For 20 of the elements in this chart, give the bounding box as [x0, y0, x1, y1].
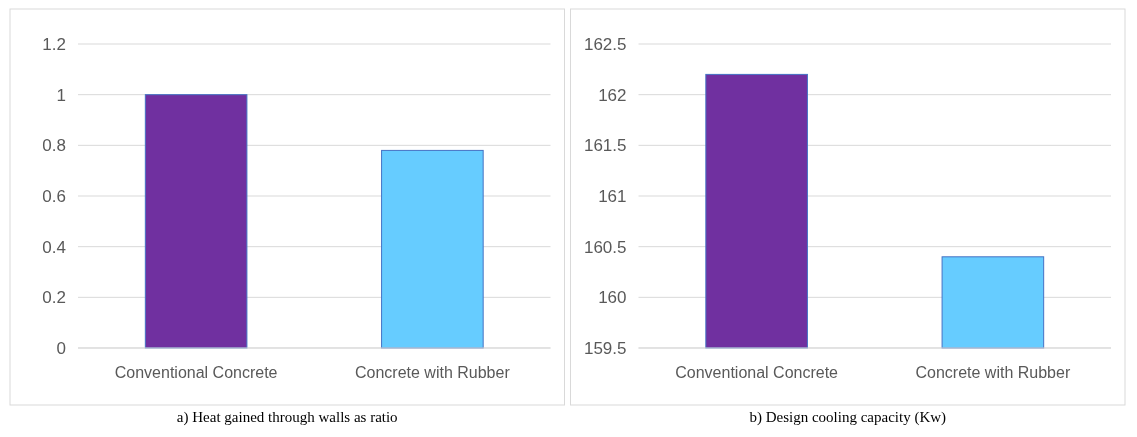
y-tick-label: 0.8	[42, 136, 66, 156]
y-tick-label: 160.5	[583, 237, 627, 257]
x-tick-label: Conventional Concrete	[114, 364, 278, 381]
y-tick-label: 160	[598, 288, 627, 308]
y-tick-label: 0.6	[42, 186, 66, 206]
y-tick-label: 0.2	[42, 288, 66, 308]
x-tick-label: Concrete with Rubber	[355, 364, 511, 381]
y-tick-label: 162	[598, 85, 627, 105]
y-tick-label: 1	[56, 85, 66, 105]
x-tick-label: Conventional Concrete	[675, 364, 839, 381]
text: a) Heat gained through walls as ratio	[176, 409, 398, 426]
y-tick-label: 1.2	[42, 34, 66, 54]
x-tick-label: Concrete with Rubber	[915, 364, 1071, 381]
y-tick-label: 159.5	[583, 338, 627, 358]
text: b) Design cooling capacity (Kw)	[749, 409, 947, 426]
y-tick-label: 0.4	[42, 237, 66, 257]
y-tick-label: 161.5	[583, 136, 627, 156]
y-tick-label: 0	[56, 338, 66, 358]
y-tick-label: 162.5	[583, 34, 627, 54]
y-tick-label: 161	[598, 186, 627, 206]
